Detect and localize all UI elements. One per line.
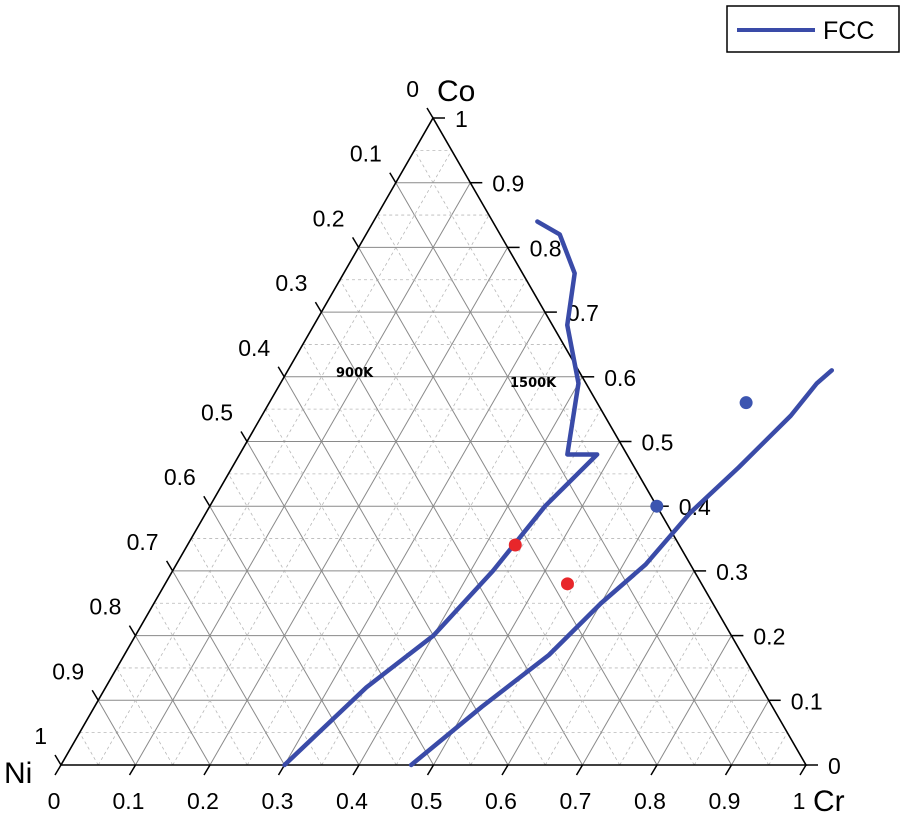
data-point-4 bbox=[560, 577, 574, 591]
annotation-900k: 900K bbox=[336, 366, 374, 381]
grid-line-cr bbox=[321, 344, 564, 766]
data-point-1 bbox=[739, 396, 753, 410]
tick-mark-bottom bbox=[203, 764, 211, 776]
tick-label-right: 0.9 bbox=[492, 171, 524, 197]
data-point-3 bbox=[508, 538, 522, 552]
tick-label-bottom: 0.6 bbox=[485, 788, 517, 814]
series-line-1500k bbox=[408, 368, 835, 768]
tick-labels: 0000.10.10.10.20.20.20.30.30.30.40.40.40… bbox=[34, 76, 841, 814]
tick-mark-left bbox=[389, 172, 397, 184]
tick-label-bottom: 0.2 bbox=[187, 788, 219, 814]
tick-label-right: 0.8 bbox=[530, 235, 562, 261]
tick-mark-bottom bbox=[575, 764, 584, 776]
annotation-1500k: 1500K bbox=[510, 376, 557, 391]
grid-line-ni bbox=[228, 473, 397, 766]
tick-mark-left bbox=[203, 495, 211, 507]
series-line-900k bbox=[282, 219, 600, 768]
tick-mark-bottom bbox=[501, 764, 509, 776]
grid-line-ni bbox=[116, 667, 174, 766]
grid-line-ni bbox=[134, 635, 211, 766]
tick-mark-bottom bbox=[650, 764, 658, 776]
tick-label-right: 1 bbox=[455, 106, 468, 132]
grid-line-ni bbox=[79, 732, 99, 766]
grid-line-cr bbox=[507, 505, 658, 766]
tick-mark-bottom bbox=[128, 764, 137, 776]
grid-line-ni bbox=[376, 214, 695, 766]
markers-layer bbox=[508, 396, 753, 591]
tick-mark-left bbox=[54, 754, 62, 766]
grid-line-cr bbox=[544, 538, 676, 766]
tick-label-left: 0.5 bbox=[201, 400, 233, 426]
tick-mark-left bbox=[240, 431, 248, 442]
grid-line-cr bbox=[433, 441, 620, 766]
tick-mark-left bbox=[351, 237, 360, 248]
tick-label-left: 0.4 bbox=[238, 335, 270, 361]
legend-label: FCC bbox=[823, 17, 874, 45]
tick-mark-bottom bbox=[352, 764, 360, 776]
tick-mark-left bbox=[426, 107, 434, 119]
grid-line-cr bbox=[246, 279, 527, 766]
tick-label-bottom: 1 bbox=[793, 788, 806, 814]
tick-label-right: 0.5 bbox=[642, 430, 674, 456]
series-layer bbox=[282, 219, 835, 768]
tick-mark-left bbox=[314, 301, 323, 313]
grid-line-ni bbox=[209, 505, 360, 766]
grid-line-cr bbox=[656, 635, 732, 766]
grid-line-ni bbox=[172, 570, 285, 766]
tick-label-left: 0.2 bbox=[313, 205, 345, 231]
grid-line-cr bbox=[172, 214, 490, 766]
tick-label-bottom: 0 bbox=[48, 788, 61, 814]
tick-label-left: 0.9 bbox=[52, 658, 84, 684]
tick-mark-left bbox=[277, 366, 285, 378]
grid-line-ni bbox=[265, 408, 472, 766]
grid-line-ni bbox=[97, 700, 136, 766]
tick-label-bottom: 0.7 bbox=[560, 788, 592, 814]
tick-label-bottom: 0.4 bbox=[336, 788, 368, 814]
vertex-label-left: Ni bbox=[4, 757, 32, 790]
vertex-label-right: Cr bbox=[813, 785, 845, 817]
tick-label-left: 0.1 bbox=[350, 141, 382, 167]
grid-line-ni bbox=[190, 538, 323, 766]
tick-mark-left bbox=[165, 560, 174, 572]
vertex-label-top: Co bbox=[437, 75, 475, 108]
tick-label-bottom: 0.1 bbox=[113, 788, 145, 814]
tick-mark-left bbox=[128, 625, 137, 636]
grid-line-ni bbox=[246, 441, 434, 766]
grid-line-cr bbox=[582, 570, 695, 766]
grid-line-cr bbox=[619, 603, 714, 766]
tick-label-bottom: 0.8 bbox=[634, 788, 666, 814]
tick-label-right: 0 bbox=[828, 753, 841, 779]
tick-label-right: 0.2 bbox=[753, 624, 785, 650]
grid-line-ni bbox=[302, 344, 546, 766]
tick-mark-bottom bbox=[426, 764, 435, 776]
legend: FCC bbox=[726, 5, 900, 53]
tick-mark-bottom bbox=[724, 764, 733, 776]
tick-label-left: 0.6 bbox=[164, 464, 196, 490]
tick-label-bottom: 0.5 bbox=[411, 788, 443, 814]
tick-mark-bottom bbox=[799, 764, 807, 776]
grid-line-cr bbox=[731, 700, 770, 766]
grid-line-cr bbox=[97, 150, 452, 766]
tick-label-left: 0.7 bbox=[127, 529, 159, 555]
tick-label-left: 0.8 bbox=[89, 594, 121, 620]
tick-mark-bottom bbox=[54, 764, 62, 776]
grid-line-cr bbox=[693, 667, 751, 766]
tick-label-right: 0.6 bbox=[604, 365, 636, 391]
tick-label-left: 1 bbox=[34, 723, 47, 749]
grid-line-cr bbox=[470, 473, 639, 766]
tick-label-left: 0 bbox=[406, 76, 419, 102]
tick-label-bottom: 0.3 bbox=[262, 788, 294, 814]
tick-label-right: 0.3 bbox=[716, 559, 748, 585]
grid-line-cr bbox=[395, 408, 602, 766]
grid-line-ni bbox=[339, 279, 621, 766]
tick-mark-left bbox=[91, 689, 99, 701]
grid-line-ni bbox=[153, 603, 248, 766]
tick-label-bottom: 0.9 bbox=[709, 788, 741, 814]
tick-label-left: 0.3 bbox=[275, 270, 307, 296]
grid-line-cr bbox=[768, 732, 788, 766]
data-point-2 bbox=[650, 499, 664, 513]
tick-label-right: 0.1 bbox=[791, 688, 823, 714]
grid-layer bbox=[79, 149, 788, 766]
